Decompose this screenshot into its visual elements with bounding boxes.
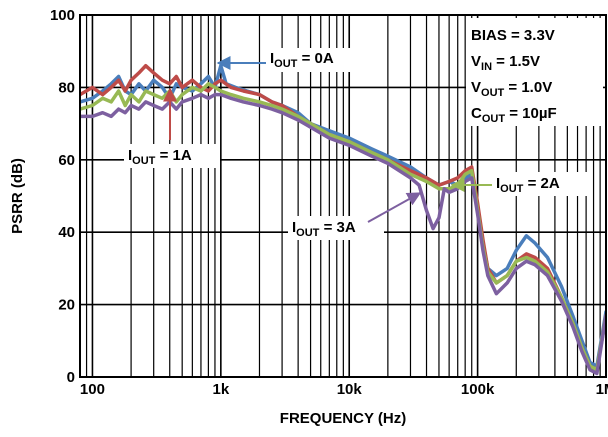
condition-vout-rest: = 1.0V: [504, 79, 552, 96]
iout-2a-main: I: [496, 175, 500, 192]
annotation-iout-0a: IOUT = 0A: [216, 48, 364, 72]
iout-3a-rest: = 3A: [319, 219, 355, 236]
annotation-iout-1a: IOUT = 1A: [124, 87, 220, 168]
annotation-iout-3a-arrow: [367, 192, 422, 223]
series-lines: [80, 63, 606, 376]
condition-vin: VIN = 1.5V: [471, 53, 540, 73]
condition-cout-rest: = 10µF: [505, 105, 557, 122]
iout-0a-main: I: [270, 50, 274, 67]
iout-1a-main: I: [128, 147, 132, 164]
x-tick-label: 100k: [461, 381, 495, 398]
series-line-3: [80, 92, 606, 376]
condition-cout: COUT = 10µF: [471, 105, 557, 125]
annotation-iout-2a-bg: [492, 172, 590, 196]
series-line-2: [80, 82, 606, 372]
iout-0a-rest: = 0A: [297, 50, 333, 67]
x-tick-label: 1k: [212, 381, 229, 398]
annotation-iout-0a-bg: [266, 48, 364, 72]
iout-0a-sub: OUT: [274, 58, 298, 70]
annotation-iout-2a: IOUT = 2A: [450, 172, 590, 196]
condition-vin-rest: = 1.5V: [492, 53, 540, 70]
x-tick-label: 100: [80, 381, 105, 398]
annotation-iout-3a-bg: [288, 216, 384, 240]
condition-cout-main: C: [471, 105, 482, 122]
conditions-box-bg: [466, 18, 603, 126]
annotation-iout-1a-label: IOUT = 1A: [128, 147, 192, 167]
series-annotations: IOUT = 0A IOUT = 1A IOUT = 2A IOUT = 3A: [124, 48, 590, 240]
condition-vin-sub: IN: [481, 61, 492, 73]
x-tick-label: 1M: [596, 381, 608, 398]
annotation-iout-2a-label: IOUT = 2A: [496, 175, 560, 195]
condition-bias: BIAS = 3.3V: [471, 27, 555, 44]
annotation-iout-3a-label: IOUT = 3A: [292, 219, 356, 239]
condition-vin-main: V: [471, 53, 481, 70]
annotation-iout-1a-bg: [124, 144, 220, 168]
y-tick-label: 20: [58, 297, 75, 314]
y-axis-title: PSRR (dB): [9, 158, 26, 234]
y-tick-label: 100: [50, 7, 75, 24]
x-tick-label: 10k: [337, 381, 363, 398]
iout-1a-rest: = 1A: [155, 147, 191, 164]
plot-frame: [79, 14, 607, 378]
tick-labels: 100 1k 10k 100k 1M 0 20 40 60 80 100: [50, 7, 608, 398]
y-tick-label: 80: [58, 79, 75, 96]
condition-vout-sub: OUT: [481, 87, 505, 99]
iout-1a-sub: OUT: [132, 155, 156, 167]
iout-2a-sub: OUT: [500, 183, 524, 195]
condition-vout-main: V: [471, 79, 481, 96]
y-tick-label: 0: [67, 369, 75, 386]
x-axis-title: FREQUENCY (Hz): [280, 410, 406, 427]
annotation-iout-0a-label: IOUT = 0A: [270, 50, 334, 70]
iout-2a-rest: = 2A: [523, 175, 559, 192]
condition-vout: VOUT = 1.0V: [471, 79, 552, 99]
conditions-box: BIAS = 3.3V VIN = 1.5V VOUT = 1.0V COUT …: [466, 18, 603, 126]
y-tick-label: 40: [58, 224, 75, 241]
annotation-iout-3a: IOUT = 3A: [288, 192, 422, 240]
y-tick-label: 60: [58, 152, 75, 169]
iout-3a-sub: OUT: [296, 227, 320, 239]
condition-cout-sub: OUT: [482, 113, 506, 125]
iout-3a-main: I: [292, 219, 296, 236]
